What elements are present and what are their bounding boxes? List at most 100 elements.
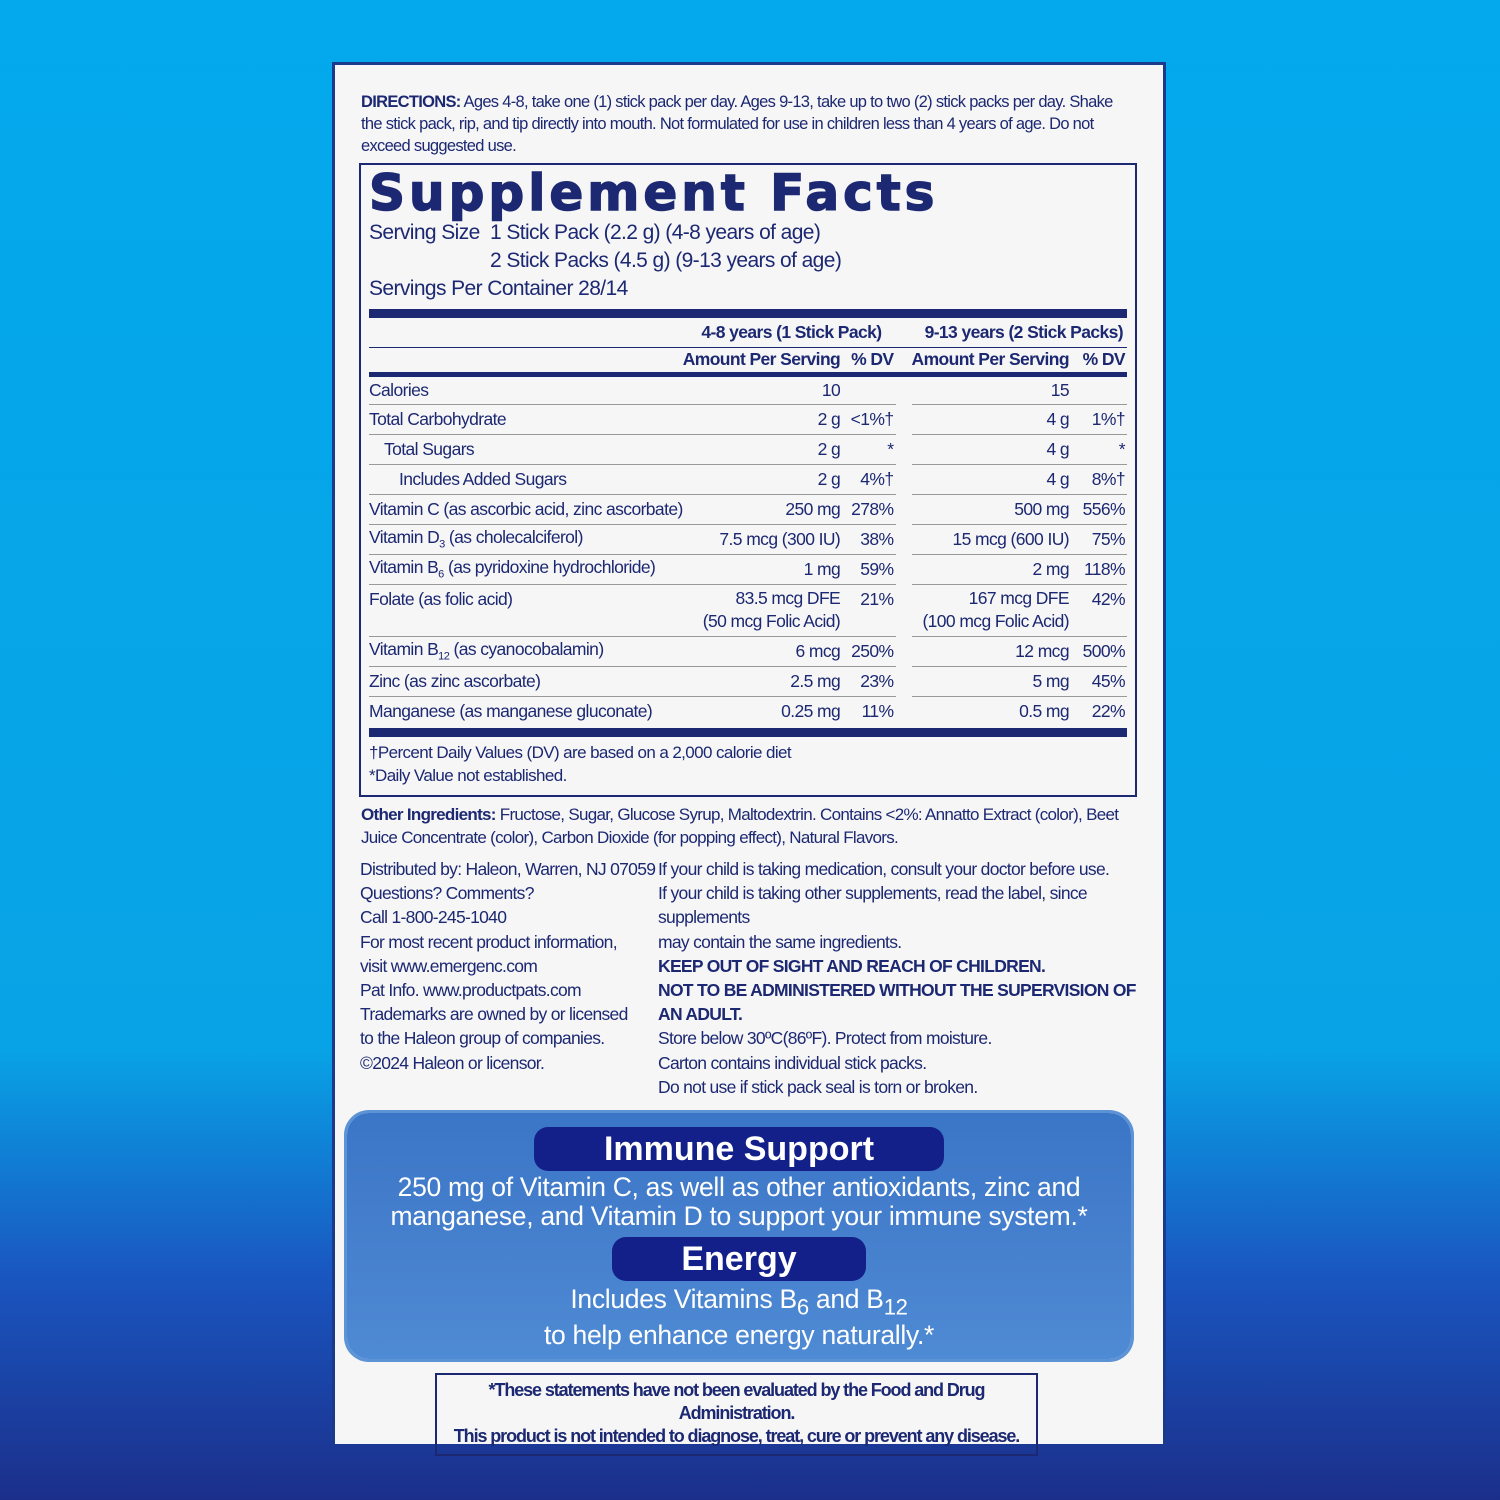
percent-dv: * xyxy=(842,434,896,465)
amount-header-2: Amount Per Serving xyxy=(911,347,1071,377)
energy-line-1: Includes Vitamins B6 and B12 xyxy=(347,1285,1131,1321)
fda-disclaimer: *These statements have not been evaluate… xyxy=(435,1373,1038,1457)
percent-dv: 4%† xyxy=(842,464,896,495)
supplement-facts-panel: Supplement Facts Serving Size 1 Stick Pac… xyxy=(359,163,1137,797)
percent-dv: 118% xyxy=(1070,554,1127,585)
nutrient-name: Includes Added Sugars xyxy=(369,464,683,495)
percent-dv: 42% xyxy=(1070,584,1127,637)
amount: 2 mg xyxy=(911,554,1071,585)
table-row: Includes Added Sugars 2 g 4%† 4 g 8%† xyxy=(369,464,1127,495)
amount: 4 g xyxy=(911,464,1071,495)
distribution-line: For most recent product information, xyxy=(360,931,618,952)
distribution-info: Distributed by: Haleon, Warren, NJ 07059… xyxy=(360,857,658,1099)
nutrient-name: Vitamin B6 (as pyridoxine hydrochloride) xyxy=(369,554,683,585)
amount: 12 mcg xyxy=(911,636,1071,667)
energy-sub: 6 xyxy=(796,1294,809,1320)
nutrient-name: Manganese (as manganese gluconate) xyxy=(369,700,653,721)
serving-info: Serving Size 1 Stick Pack (2.2 g) (4-8 ye… xyxy=(369,219,1127,303)
table-row: Vitamin D3 (as cholecalciferol) 7.5 mcg (… xyxy=(369,524,1127,555)
distribution-line: to the Haleon group of companies. xyxy=(360,1028,605,1049)
percent-dv: <1%† xyxy=(842,404,896,435)
info-columns: Distributed by: Haleon, Warren, NJ 07059… xyxy=(360,857,1139,1099)
directions-text: Ages 4-8, take one (1) stick pack per da… xyxy=(361,93,1113,155)
serving-size-1: 1 Stick Pack (2.2 g) (4-8 years of age) xyxy=(490,221,821,244)
other-ingredients-label: Other Ingredients: xyxy=(361,805,496,824)
percent-dv: 8%† xyxy=(1070,464,1127,495)
table-row: Total Sugars 2 g * 4 g * xyxy=(369,434,1127,465)
table-row: Vitamin B12 (as cyanocobalamin) 6 mcg 250%… xyxy=(369,636,1127,667)
nutrient-name: Total Sugars xyxy=(369,434,683,465)
nutrient-name: Folate (as folic acid) xyxy=(369,584,683,637)
percent-dv: 22% xyxy=(1091,700,1126,721)
disclaimer-line-1: *These statements have not been evaluate… xyxy=(488,1380,986,1424)
table-row: Total Carbohydrate 2 g <1%† 4 g 1%† xyxy=(369,404,1127,435)
warning-line: Carton contains individual stick packs. xyxy=(658,1052,927,1073)
dv-header-2: % DV xyxy=(1070,347,1127,377)
distribution-line: Pat Info. www.productpats.com xyxy=(360,980,582,1001)
table-row: Manganese (as manganese gluconate) 0.25 m… xyxy=(369,696,1127,726)
table-row: Calories 10 15 xyxy=(369,374,1127,405)
table-row: Folate (as folic acid) 83.5 mcg DFE (50 mc… xyxy=(369,584,1127,637)
amount: 2 g xyxy=(682,404,843,435)
amount: 0.5 mg xyxy=(1019,700,1070,721)
nutrient-name: Total Carbohydrate xyxy=(369,404,683,435)
percent-dv: 59% xyxy=(842,554,896,585)
footnote-dv: †Percent Daily Values (DV) are based on … xyxy=(369,743,792,762)
amount: 1 mg xyxy=(682,554,843,585)
energy-text: and B xyxy=(808,1284,884,1315)
amount: 500 mg xyxy=(911,494,1071,525)
energy-text: Includes Vitamins B xyxy=(570,1284,797,1315)
table-row: Vitamin C (as ascorbic acid, zinc ascorb… xyxy=(369,494,1127,525)
amount: 4 g xyxy=(911,434,1071,465)
percent-dv: 500% xyxy=(1070,636,1127,667)
nutrient-name: Calories xyxy=(369,374,683,405)
percent-dv: 45% xyxy=(1070,666,1127,697)
amount-header-1: Amount Per Serving xyxy=(682,347,843,377)
label-panel: DIRECTIONS: Ages 4-8, take one (1) stick… xyxy=(332,62,1166,1457)
table-row: Zinc (as zinc ascorbate) 2.5 mg 23% 5 mg 45% xyxy=(369,666,1127,697)
warning-line: If your child is taking medication, cons… xyxy=(658,859,1110,879)
warning-line: may contain the same ingredients. xyxy=(658,931,902,952)
distribution-line: Distributed by: Haleon, Warren, NJ 07059 xyxy=(360,859,656,879)
warning-line: Do not use if stick pack seal is torn or… xyxy=(658,1076,978,1097)
directions: DIRECTIONS: Ages 4-8, take one (1) stick… xyxy=(361,91,1131,157)
percent-dv: 278% xyxy=(842,494,896,525)
nutrient-name: Vitamin B12 (as cyanocobalamin) xyxy=(369,636,683,667)
percent-dv: * xyxy=(1070,434,1127,465)
amount: 15 xyxy=(911,374,1071,405)
distribution-line: ©2024 Haleon or licensor. xyxy=(360,1052,545,1073)
divider-bottom xyxy=(369,728,1127,737)
benefits-panel: Immune Support 250 mg of Vitamin C, as w… xyxy=(347,1113,1131,1360)
amount: 250 mg xyxy=(682,494,843,525)
facts-title: Supplement Facts xyxy=(368,164,939,222)
serving-size-label: Serving Size xyxy=(369,221,480,244)
amount: 0.25 mg xyxy=(781,700,841,721)
percent-dv xyxy=(1070,374,1127,405)
warnings: If your child is taking medication, cons… xyxy=(658,857,1158,1099)
column-header: Amount Per Serving% DV Amount Per Serving… xyxy=(369,347,1127,377)
percent-dv: 11% xyxy=(861,700,895,721)
serving-size-2: 2 Stick Packs (4.5 g) (9-13 years of age… xyxy=(490,249,842,272)
immune-support-badge: Immune Support xyxy=(534,1127,944,1172)
immune-line-1: 250 mg of Vitamin C, as well as other an… xyxy=(397,1172,1081,1203)
amount: 2 g xyxy=(682,434,843,465)
percent-dv: 75% xyxy=(1070,524,1127,555)
percent-dv: 21% xyxy=(842,584,896,637)
nutrient-name: Vitamin C (as ascorbic acid, zinc ascorb… xyxy=(369,494,683,525)
energy-sub: 12 xyxy=(883,1294,908,1320)
divider-thick xyxy=(369,309,1127,318)
warning-line: If your child is taking other supplement… xyxy=(658,883,1088,928)
distribution-line: visit www.emergenc.com xyxy=(360,955,538,976)
percent-dv: 38% xyxy=(842,524,896,555)
percent-dv: 23% xyxy=(842,666,896,697)
immune-line-2: manganese, and Vitamin D to support your… xyxy=(390,1201,1088,1232)
amount: 6 mcg xyxy=(682,636,843,667)
percent-dv: 556% xyxy=(1070,494,1127,525)
servings-per-container: Servings Per Container 28/14 xyxy=(369,277,628,300)
footnote-not-established: *Daily Value not established. xyxy=(369,766,567,785)
amount: 10 xyxy=(682,374,843,405)
table-row: Vitamin B6 (as pyridoxine hydrochloride)… xyxy=(369,554,1127,585)
energy-line-2: to help enhance energy naturally.* xyxy=(543,1320,935,1351)
dv-header-1: % DV xyxy=(842,347,896,377)
nutrient-name: Zinc (as zinc ascorbate) xyxy=(369,666,683,697)
